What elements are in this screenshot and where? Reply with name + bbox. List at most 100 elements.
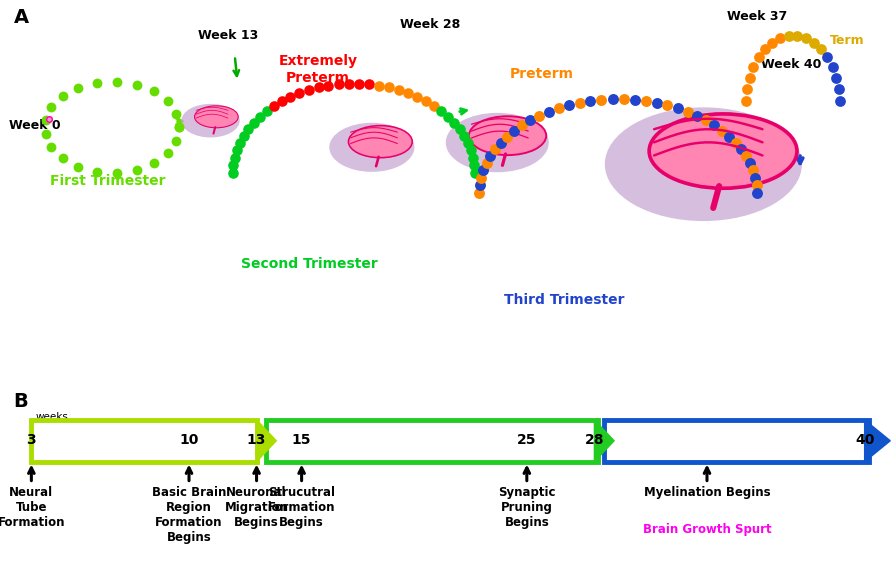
Point [260, 107, 274, 116]
Point [72, 162, 86, 172]
Point [474, 173, 488, 182]
FancyBboxPatch shape [604, 420, 868, 462]
Text: Preterm: Preterm [510, 66, 574, 81]
Point [562, 101, 576, 110]
Point [699, 116, 713, 125]
Point [302, 85, 316, 94]
Ellipse shape [181, 104, 240, 137]
Polygon shape [865, 420, 891, 462]
Point [728, 139, 743, 148]
Point [749, 181, 763, 190]
Point [541, 107, 556, 116]
Point [616, 95, 631, 104]
Point [392, 85, 406, 94]
Point [507, 126, 521, 135]
Point [739, 152, 754, 161]
Text: Neural
Tube
Formation: Neural Tube Formation [0, 486, 65, 529]
Point [253, 112, 267, 122]
Point [573, 98, 587, 107]
Point [690, 111, 704, 120]
Point [39, 130, 53, 139]
Text: A: A [13, 8, 29, 27]
Point [639, 97, 653, 106]
Point [401, 89, 416, 98]
Polygon shape [594, 420, 614, 462]
Point [44, 103, 58, 112]
Point [743, 73, 757, 82]
Point [129, 80, 143, 89]
Ellipse shape [330, 123, 414, 172]
Point [781, 31, 796, 40]
Point [322, 81, 336, 90]
Point [56, 91, 70, 101]
Point [650, 98, 664, 107]
Point [746, 62, 761, 72]
Text: Myelination Begins: Myelination Begins [643, 486, 771, 499]
Point [472, 189, 487, 198]
Point [464, 146, 478, 155]
Text: Synaptic
Pruning
Begins: Synaptic Pruning Begins [498, 486, 556, 529]
Point [628, 95, 642, 105]
Ellipse shape [446, 113, 549, 172]
Point [246, 118, 261, 127]
Point [90, 78, 104, 87]
Point [829, 73, 843, 82]
Point [494, 139, 508, 148]
Point [773, 34, 788, 43]
Point [752, 53, 766, 62]
FancyBboxPatch shape [266, 420, 599, 462]
Ellipse shape [605, 107, 802, 221]
Point [740, 85, 754, 94]
Text: 10: 10 [179, 433, 199, 447]
Point [670, 104, 685, 113]
Point [90, 167, 104, 176]
Ellipse shape [469, 116, 547, 155]
Point [267, 101, 281, 110]
Point [275, 97, 289, 106]
Text: Third Trimester: Third Trimester [504, 293, 625, 307]
Point [447, 118, 461, 127]
Text: Week 0: Week 0 [9, 119, 61, 132]
Point [56, 154, 70, 163]
Text: weeks: weeks [36, 412, 69, 421]
Point [169, 136, 184, 145]
Point [820, 53, 834, 62]
Point [457, 132, 471, 141]
Ellipse shape [194, 106, 238, 128]
Point [790, 31, 805, 40]
Point [283, 92, 297, 101]
Point [483, 152, 497, 161]
Polygon shape [256, 420, 276, 462]
Point [765, 38, 780, 47]
Point [468, 168, 482, 177]
Text: Second Trimester: Second Trimester [241, 257, 377, 272]
Point [831, 85, 846, 94]
Point [594, 95, 608, 105]
Point [233, 139, 247, 148]
Ellipse shape [349, 126, 412, 158]
Point [750, 189, 764, 198]
Point [147, 87, 161, 96]
Point [169, 109, 184, 118]
Point [681, 107, 695, 116]
Point [418, 97, 433, 106]
Point [523, 116, 538, 125]
Text: Basic Brain
Region
Formation
Begins: Basic Brain Region Formation Begins [151, 486, 226, 544]
Point [461, 139, 475, 148]
Point [743, 158, 757, 168]
Point [172, 123, 186, 132]
Point [229, 146, 244, 155]
Point [734, 145, 748, 154]
Point [383, 83, 397, 92]
Point [466, 153, 480, 162]
Point [479, 158, 494, 168]
Point [241, 125, 255, 134]
Point [426, 101, 441, 110]
Point [825, 62, 840, 72]
Text: 13: 13 [247, 433, 266, 447]
Point [745, 166, 760, 175]
Point [160, 97, 175, 106]
Point [352, 79, 366, 88]
Text: Week 28: Week 28 [400, 18, 461, 31]
Text: Week 13: Week 13 [198, 29, 259, 41]
